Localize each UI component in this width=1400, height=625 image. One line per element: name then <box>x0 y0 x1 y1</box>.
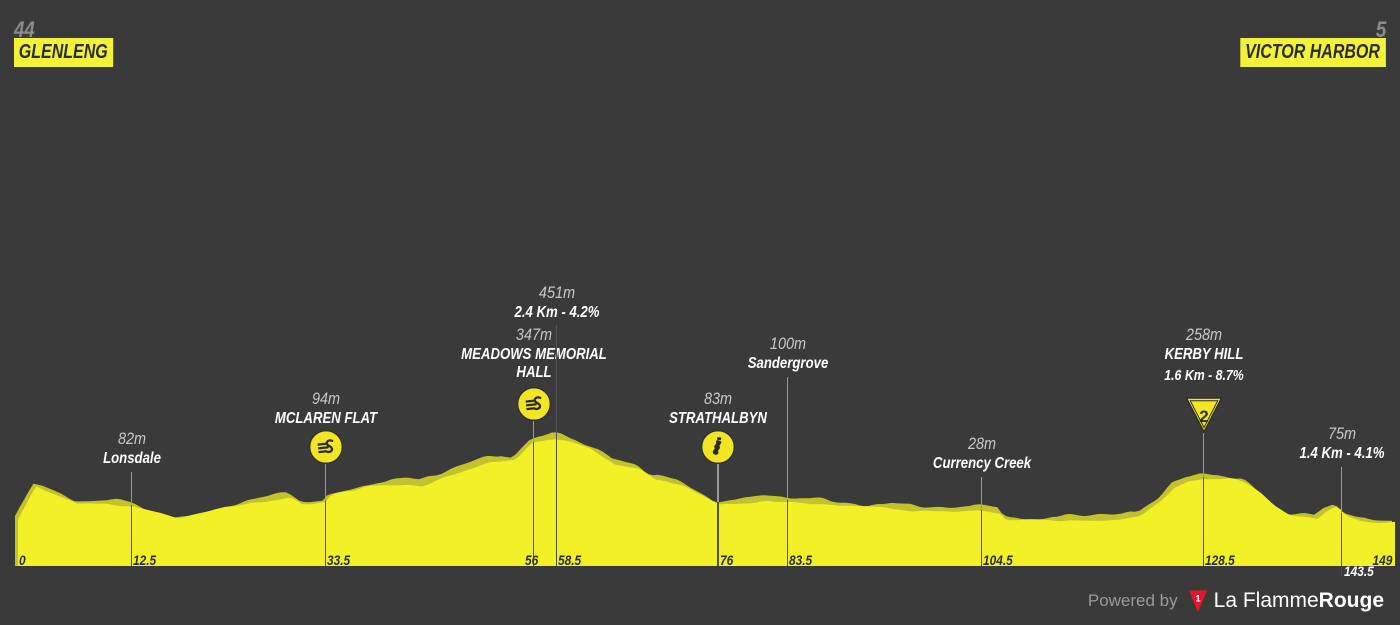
svg-text:2: 2 <box>1199 407 1208 426</box>
svg-text:1: 1 <box>1195 594 1201 605</box>
